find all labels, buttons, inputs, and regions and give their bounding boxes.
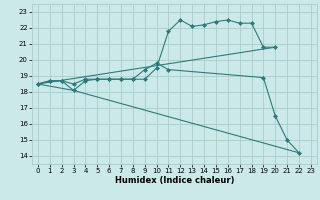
X-axis label: Humidex (Indice chaleur): Humidex (Indice chaleur) xyxy=(115,176,234,185)
